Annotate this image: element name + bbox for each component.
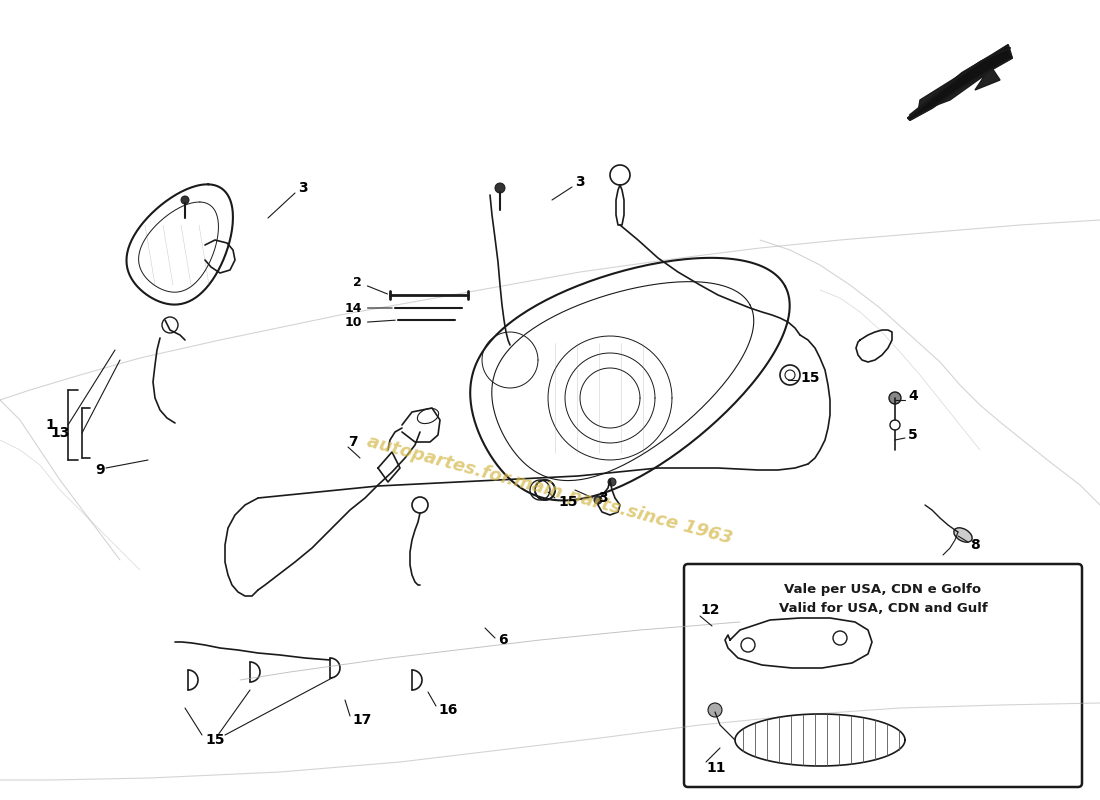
Text: 11: 11 bbox=[706, 761, 726, 775]
Circle shape bbox=[182, 196, 189, 204]
Text: 16: 16 bbox=[438, 703, 458, 717]
Ellipse shape bbox=[954, 528, 972, 542]
Circle shape bbox=[608, 478, 616, 486]
Text: Valid for USA, CDN and Gulf: Valid for USA, CDN and Gulf bbox=[779, 602, 988, 614]
Text: 13: 13 bbox=[51, 426, 70, 440]
Text: 1: 1 bbox=[45, 418, 55, 432]
Text: 15: 15 bbox=[800, 371, 820, 385]
Text: 17: 17 bbox=[352, 713, 372, 727]
FancyBboxPatch shape bbox=[684, 564, 1082, 787]
Polygon shape bbox=[918, 65, 1000, 112]
Text: 12: 12 bbox=[700, 603, 719, 617]
Circle shape bbox=[594, 496, 602, 504]
Text: 15: 15 bbox=[206, 733, 224, 747]
Text: 3: 3 bbox=[575, 175, 584, 189]
Polygon shape bbox=[908, 45, 1012, 120]
Text: 6: 6 bbox=[498, 633, 507, 647]
Text: 7: 7 bbox=[348, 435, 358, 449]
Text: 3: 3 bbox=[598, 491, 607, 505]
Text: Vale per USA, CDN e Golfo: Vale per USA, CDN e Golfo bbox=[784, 583, 981, 597]
Text: 4: 4 bbox=[908, 389, 917, 403]
Circle shape bbox=[889, 392, 901, 404]
Text: 10: 10 bbox=[344, 317, 395, 330]
Text: 3: 3 bbox=[298, 181, 308, 195]
Text: 14: 14 bbox=[344, 302, 393, 314]
Text: 15: 15 bbox=[558, 495, 578, 509]
Circle shape bbox=[708, 703, 722, 717]
Text: 2: 2 bbox=[353, 275, 387, 294]
Circle shape bbox=[495, 183, 505, 193]
Text: 8: 8 bbox=[970, 538, 980, 552]
Text: autopartes.for.main.parts.since 1963: autopartes.for.main.parts.since 1963 bbox=[365, 433, 735, 547]
Text: 5: 5 bbox=[908, 428, 917, 442]
Text: 9: 9 bbox=[95, 463, 104, 477]
